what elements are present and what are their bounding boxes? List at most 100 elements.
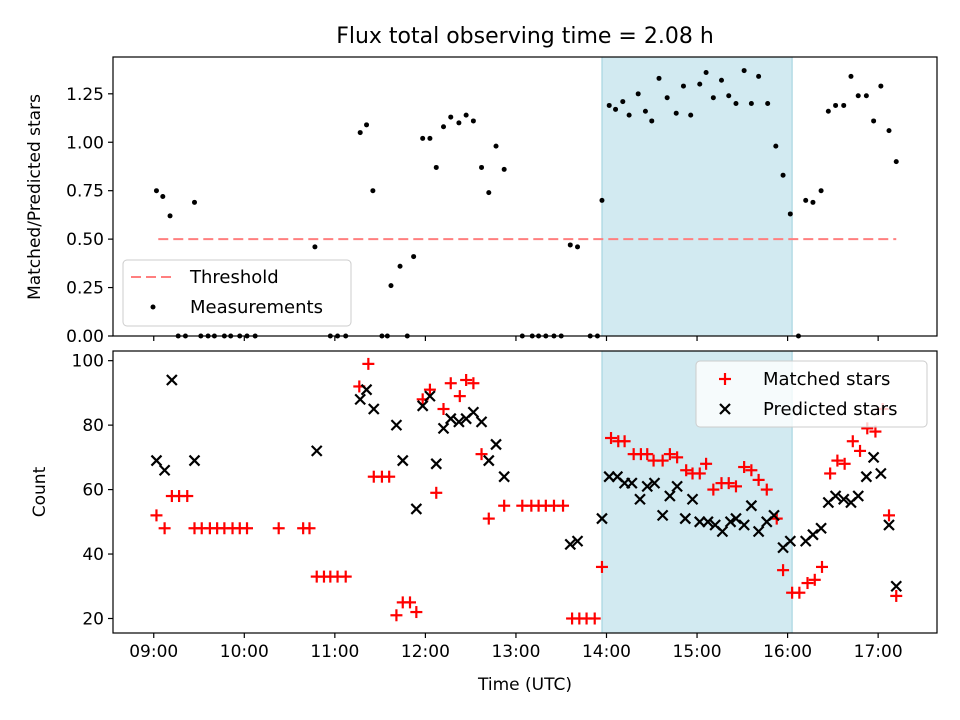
predicted-star-point [188, 454, 201, 467]
top-legend: Threshold Measurements [122, 259, 352, 327]
measurement-point [606, 102, 612, 108]
measurement-point [493, 143, 499, 149]
matched-star-point [618, 435, 631, 448]
measurement-point [357, 130, 363, 136]
matched-star-point [272, 522, 285, 535]
measurement-point [397, 263, 403, 269]
matched-star-point [656, 454, 669, 467]
measurement-point [479, 164, 485, 170]
predicted-star-point [475, 416, 488, 428]
matched-star-point [453, 390, 466, 403]
predicted-star-point [354, 393, 366, 406]
matched-star-point [430, 486, 443, 499]
predicted-star-point [852, 490, 864, 502]
matched-star-point [707, 483, 720, 496]
legend-matched-swatch [719, 373, 731, 385]
matched-star-point [444, 377, 457, 390]
measurement-point [486, 190, 492, 196]
bottom-x-ticks: 09:00 10:00 11:00 12:00 13:00 14:00 15:00 16:00… [129, 633, 903, 662]
measurement-point [825, 108, 831, 114]
measurement-point [871, 118, 877, 124]
measurement-point [703, 70, 709, 75]
measurement-point [635, 91, 641, 97]
measurement-point [567, 242, 573, 248]
top-axes-frame [112, 56, 938, 337]
matched-star-point [663, 448, 676, 461]
bottom-x-tick-label: 17:00 [854, 642, 903, 662]
top-y-tick-label: 0.25 [66, 279, 104, 299]
predicted-star-point [453, 416, 465, 428]
measurement-point [626, 112, 632, 118]
matched-star-point [824, 467, 837, 480]
bottom-x-tick-label: 16:00 [763, 642, 812, 662]
legend-measurements-swatch [150, 304, 156, 310]
measurement-point [841, 102, 847, 108]
predicted-star-point [867, 451, 880, 464]
measurement-point [649, 118, 655, 124]
predicted-star-point [368, 403, 380, 415]
measurement-point [599, 197, 605, 203]
predicted-star-point [702, 516, 714, 528]
matched-star-point [890, 589, 903, 602]
predicted-star-point [671, 480, 683, 493]
measurement-point [756, 73, 762, 79]
measurement-point [388, 283, 394, 289]
top-y-ticks: 0.00 0.25 0.50 0.75 1.00 1.25 [66, 85, 113, 347]
matched-star-point [801, 577, 814, 590]
bottom-y-tick-label: 60 [82, 481, 104, 501]
measurement-point [733, 101, 739, 106]
top-title: Flux total observing time = 2.08 h [336, 24, 714, 49]
bottom-y-ticks: 20 40 60 80 100 [72, 352, 113, 629]
predicted-star-point [158, 464, 171, 477]
matched-star-point [383, 470, 396, 483]
predicted-star-point [444, 412, 457, 425]
measurement-point [664, 95, 670, 101]
predicted-star-point [738, 519, 750, 531]
predicted-star-point [875, 467, 887, 480]
matched-star-point [467, 377, 480, 390]
bottom-y-label: Count [30, 466, 50, 517]
measurement-point [855, 93, 861, 99]
measurement-point [893, 159, 899, 165]
measurement-point [160, 194, 166, 199]
matched-star-point [808, 573, 821, 586]
predicted-star-point [396, 454, 409, 467]
predicted-star-point [656, 509, 669, 522]
predicted-star-point [490, 438, 502, 451]
measurement-point [833, 102, 839, 108]
measurement-point [167, 213, 173, 219]
predicted-star-point [745, 499, 758, 512]
matched-star-point [745, 464, 758, 477]
measurement-point [680, 83, 686, 89]
legend-predicted-label: Predicted stars [763, 399, 897, 420]
matched-star-point [671, 451, 684, 464]
measurement-point [741, 68, 747, 74]
measurement-point [863, 93, 869, 99]
top-y-tick-label: 0.50 [66, 230, 104, 250]
matched-star-point [475, 448, 488, 461]
measurement-point [803, 197, 809, 203]
predicted-star-point [724, 516, 737, 528]
matched-star-point [777, 564, 790, 577]
measurement-point [427, 135, 433, 141]
bottom-y-tick-label: 80 [82, 416, 104, 436]
matched-star-point [693, 467, 706, 480]
matched-star-point [241, 522, 254, 535]
predicted-star-point [564, 538, 577, 551]
top-y-tick-label: 0.00 [66, 327, 104, 347]
measurement-point [153, 188, 159, 194]
matched-star-point [883, 509, 896, 522]
top-legend-box [122, 259, 352, 327]
measurement-point [448, 114, 454, 120]
measurement-point [433, 164, 439, 170]
predicted-star-point [716, 525, 729, 538]
predicted-star-point [430, 458, 443, 470]
measurement-point [718, 77, 724, 83]
top-y-tick-label: 1.25 [66, 85, 104, 105]
top-y-tick-label: 1.00 [66, 133, 104, 153]
matched-star-point [181, 490, 194, 503]
bottom-x-tick-label: 09:00 [129, 642, 178, 662]
bottom-legend-box [695, 360, 928, 428]
matched-star-point [729, 480, 742, 493]
